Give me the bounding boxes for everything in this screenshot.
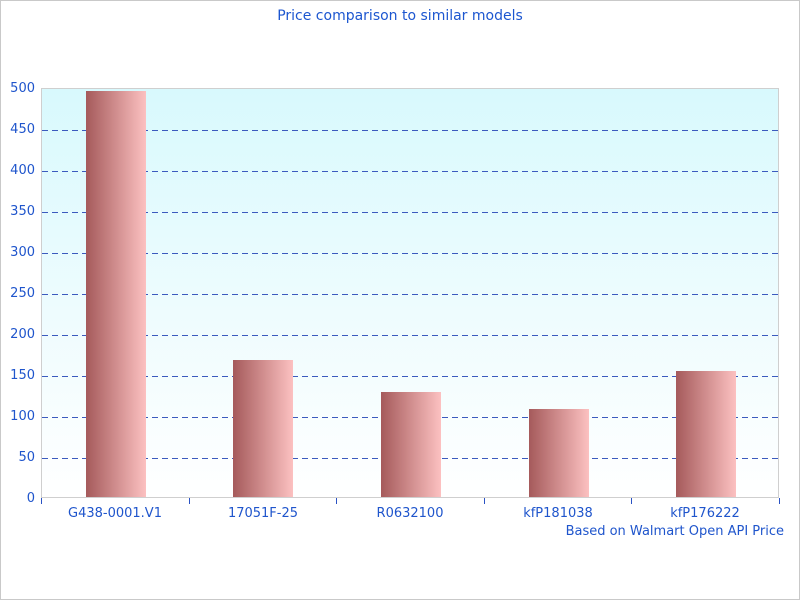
gridline-y-150 xyxy=(42,376,778,377)
x-tick-2 xyxy=(336,498,337,504)
x-tick-label-G438-0001.V1: G438-0001.V1 xyxy=(68,506,162,521)
y-tick-label-400: 400 xyxy=(10,163,35,178)
y-tick-label-200: 200 xyxy=(10,327,35,342)
bar-17051F-25 xyxy=(233,360,293,497)
y-tick-label-450: 450 xyxy=(10,122,35,137)
x-tick-0 xyxy=(41,498,42,504)
y-tick-label-50: 50 xyxy=(18,450,35,465)
bar-kfP181038 xyxy=(529,409,589,497)
gridline-y-350 xyxy=(42,212,778,213)
x-tick-label-kfP181038: kfP181038 xyxy=(523,506,593,521)
y-tick-label-100: 100 xyxy=(10,409,35,424)
bar-G438-0001.V1 xyxy=(86,91,146,497)
y-tick-label-150: 150 xyxy=(10,368,35,383)
x-tick-1 xyxy=(189,498,190,504)
bar-kfP176222 xyxy=(676,371,736,497)
gridline-y-300 xyxy=(42,253,778,254)
x-tick-3 xyxy=(484,498,485,504)
gridline-y-450 xyxy=(42,130,778,131)
x-tick-label-kfP176222: kfP176222 xyxy=(670,506,740,521)
y-tick-label-350: 350 xyxy=(10,204,35,219)
x-tick-label-R0632100: R0632100 xyxy=(376,506,444,521)
gridline-y-400 xyxy=(42,171,778,172)
y-tick-label-0: 0 xyxy=(26,491,35,506)
x-tick-label-17051F-25: 17051F-25 xyxy=(227,506,299,521)
y-tick-label-250: 250 xyxy=(10,286,35,301)
y-tick-label-500: 500 xyxy=(10,81,35,96)
chart-title: Price comparison to similar models xyxy=(277,8,523,24)
gridline-y-200 xyxy=(42,335,778,336)
gridline-y-250 xyxy=(42,294,778,295)
y-tick-label-300: 300 xyxy=(10,245,35,260)
plot-area xyxy=(41,88,779,498)
x-tick-4 xyxy=(631,498,632,504)
footer-note: Based on Walmart Open API Price xyxy=(565,524,784,539)
x-tick-5 xyxy=(779,498,780,504)
bar-R0632100 xyxy=(381,392,441,497)
